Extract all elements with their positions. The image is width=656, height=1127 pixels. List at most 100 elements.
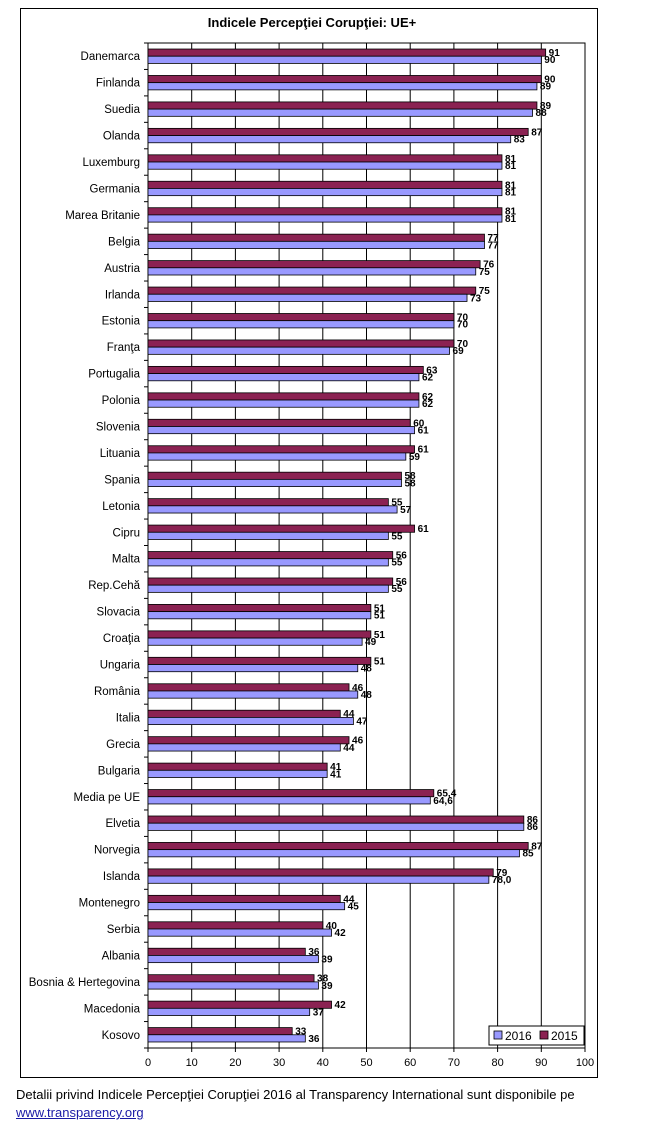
bar-2015: [147, 101, 538, 110]
category-label: Islanda: [103, 871, 141, 883]
data-label-2016: 48: [361, 664, 373, 675]
bar-2015: [147, 868, 494, 877]
category-label: Danemarca: [81, 51, 141, 63]
category-label: Bulgaria: [98, 765, 141, 777]
data-label-2015: 51: [374, 603, 386, 614]
bar-2016: [147, 161, 503, 170]
bar-2016: [147, 849, 520, 858]
data-label-2016: 47: [356, 716, 368, 727]
category-label: Elvetia: [105, 818, 140, 830]
bar-2015: [147, 1027, 293, 1036]
bar-2015: [147, 233, 485, 242]
data-label-2015: 46: [352, 736, 364, 747]
legend-swatch-2015: [539, 1030, 549, 1040]
data-label-2016: 48: [361, 690, 373, 701]
data-label-2015: 36: [308, 947, 320, 958]
bar-2015: [147, 180, 503, 189]
bar-2016: [147, 240, 485, 249]
category-label: Letonia: [102, 501, 140, 513]
bar-2015: [147, 709, 341, 718]
data-label-2015: 41: [330, 762, 342, 773]
x-tick-label: 10: [186, 1057, 198, 1069]
data-label-2016: 62: [422, 373, 434, 384]
bar-2016: [147, 769, 328, 778]
data-label-2016: 55: [391, 531, 403, 542]
data-label-2016: 42: [335, 928, 347, 939]
data-label-2016: 44: [343, 743, 355, 754]
data-label-2016: 86: [527, 822, 539, 833]
bar-2015: [147, 313, 455, 322]
bar-2015: [147, 894, 341, 903]
bar-2016: [147, 743, 341, 752]
data-label-2016: 75: [479, 267, 491, 278]
bar-2016: [147, 478, 402, 487]
bar-2015: [147, 842, 529, 851]
bar-2016: [147, 717, 354, 726]
bar-2015: [147, 604, 372, 613]
bar-2016: [147, 320, 455, 329]
bar-2016: [147, 452, 407, 461]
data-label-2016: 85: [522, 849, 534, 860]
bar-2016: [147, 796, 431, 805]
data-label-2015: 33: [295, 1027, 307, 1038]
data-label-2016: 39: [321, 954, 333, 965]
category-label: Austria: [104, 263, 140, 275]
data-label-2015: 79: [496, 868, 508, 879]
x-tick-label: 0: [145, 1057, 151, 1069]
footer-note: Detalii privind Indicele Percepţiei Coru…: [16, 1087, 575, 1102]
category-label: Rep.Cehă: [88, 580, 140, 592]
data-label-2015: 90: [544, 74, 556, 85]
category-label: Finlanda: [96, 78, 141, 90]
data-label-2015: 58: [404, 471, 416, 482]
data-label-2016: 57: [400, 505, 412, 516]
bar-2015: [147, 656, 372, 665]
bar-2015: [147, 974, 315, 983]
category-label: Montenegro: [79, 898, 140, 910]
data-label-2016: 49: [365, 637, 377, 648]
bar-2016: [147, 55, 542, 64]
data-label-2015: 81: [505, 207, 517, 218]
category-label: Cipru: [113, 527, 140, 539]
bar-2016: [147, 928, 332, 937]
category-label: Albania: [102, 950, 141, 962]
bar-2016: [147, 584, 389, 593]
bar-2015: [147, 498, 389, 507]
data-label-2015: 60: [413, 418, 425, 429]
category-label: Bosnia & Hertegovina: [29, 977, 141, 989]
category-label: România: [94, 686, 141, 698]
chart-title: Indicele Percepţiei Corupţiei: UE+: [208, 15, 417, 30]
data-label-2015: 70: [457, 339, 469, 350]
bar-2015: [147, 127, 529, 136]
bar-2016: [147, 426, 415, 435]
bar-2016: [147, 531, 389, 540]
data-label-2016: 37: [313, 1007, 325, 1018]
transparency-link[interactable]: www.transparency.org: [16, 1105, 144, 1120]
data-label-2015: 42: [335, 1000, 347, 1011]
bar-2016: [147, 981, 319, 990]
data-label-2015: 65,4: [437, 789, 457, 800]
category-label: Irlanda: [105, 289, 141, 301]
bar-2015: [147, 947, 306, 956]
bar-2016: [147, 1034, 306, 1043]
category-label: Spania: [104, 474, 140, 486]
data-label-2016: 89: [540, 82, 552, 93]
bar-2016: [147, 108, 533, 117]
bar-2016: [147, 690, 359, 699]
x-tick-label: 50: [360, 1057, 372, 1069]
bar-2016: [147, 505, 398, 514]
bar-2015: [147, 789, 435, 798]
x-tick-label: 20: [229, 1057, 241, 1069]
bar-2015: [147, 286, 477, 295]
bar-2016: [147, 293, 468, 302]
data-label-2015: 51: [374, 656, 386, 667]
category-label: Portugalia: [88, 369, 140, 381]
data-label-2016: 81: [505, 214, 517, 225]
category-label: Slovenia: [96, 421, 141, 433]
data-label-2015: 76: [483, 260, 495, 271]
data-label-2015: 75: [479, 286, 491, 297]
category-label: Marea Britanie: [65, 210, 140, 222]
bar-2015: [147, 683, 350, 692]
bar-2016: [147, 188, 503, 197]
bar-2015: [147, 365, 424, 374]
data-label-2016: 83: [514, 135, 526, 146]
